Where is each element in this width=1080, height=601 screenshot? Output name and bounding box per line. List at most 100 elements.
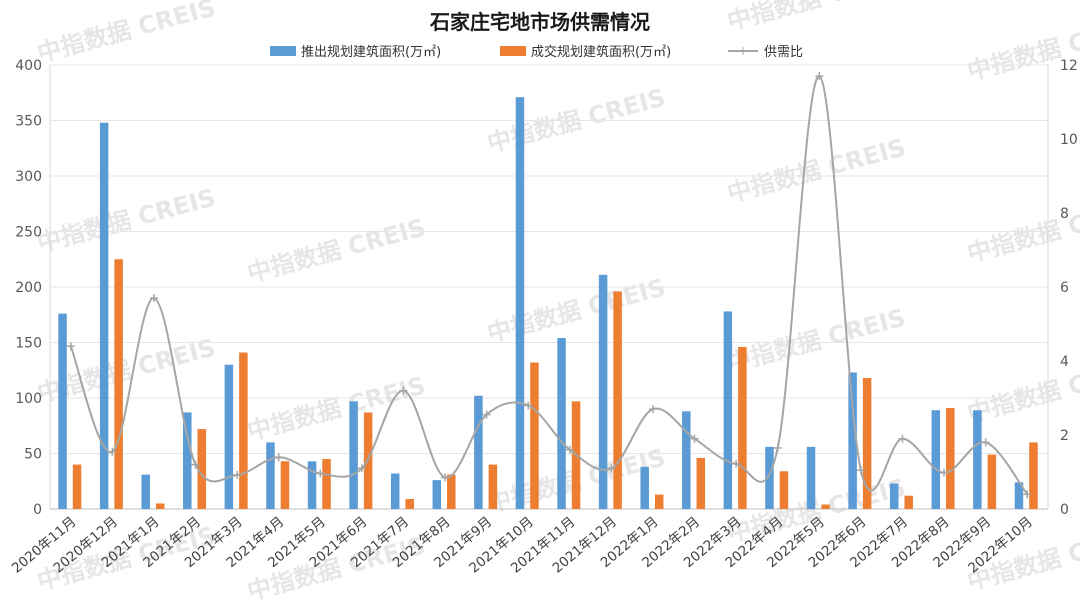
legend-label-supply: 推出规划建筑面积(万㎡): [301, 44, 441, 60]
bar-supply: [765, 446, 774, 509]
watermark-text: 中指数据 CREIS: [484, 273, 668, 347]
bar-supply: [806, 446, 816, 509]
bar-supply: [58, 313, 67, 509]
ratio-point: [399, 386, 408, 395]
left-tick-label: 400: [15, 58, 42, 74]
ratio-point: [565, 445, 574, 454]
watermark-text: 中指数据 CREIS: [34, 0, 218, 68]
bar-deal: [779, 471, 789, 509]
right-tick-label: 2: [1060, 428, 1069, 444]
right-tick-label: 8: [1060, 206, 1069, 222]
left-tick-label: 100: [15, 391, 42, 407]
left-tick-label: 300: [15, 169, 42, 185]
left-tick-label: 250: [15, 225, 42, 241]
gridlines: [49, 64, 1049, 510]
ratio-point: [233, 470, 242, 479]
watermark-text: 中指数据 CREIS: [244, 213, 428, 287]
watermark-text: 中指数据 CREIS: [724, 303, 908, 377]
ratio-point: [108, 447, 117, 456]
bar-deal: [862, 378, 872, 509]
bar-supply: [557, 338, 566, 509]
bar-deal: [363, 412, 373, 509]
ratio-point: [191, 460, 200, 469]
ratio-point: [274, 453, 283, 462]
ratio-point: [732, 459, 741, 468]
ratio-point: [981, 438, 990, 447]
legend: 推出规划建筑面积(万㎡) 成交规划建筑面积(万㎡) + 供需比: [270, 44, 803, 60]
ratio-point: [856, 466, 865, 475]
right-axis: 0 2 4 6 8 10 12: [1060, 58, 1078, 518]
bar-supply: [349, 401, 358, 509]
ratio-point: [149, 294, 158, 303]
bar-supply: [682, 411, 691, 509]
legend-label-deal: 成交规划建筑面积(万㎡): [531, 44, 671, 60]
bar-supply: [141, 474, 150, 509]
ratio-point: [482, 410, 491, 419]
bar-deal: [280, 461, 290, 509]
legend-label-ratio: 供需比: [764, 45, 803, 60]
left-axis: 0 50 100 150 200 250 300 350 400: [15, 58, 42, 518]
x-axis: 2020年11月2020年12月2021年1月2021年2月2021年3月202…: [9, 514, 1036, 577]
ratio-line: [66, 72, 1032, 499]
left-tick-label: 200: [15, 280, 42, 296]
bar-deal: [322, 459, 331, 509]
watermark-text: 中指数据 CREIS: [964, 193, 1080, 267]
bar-deal: [197, 429, 207, 509]
bar-deal: [1029, 442, 1038, 509]
bar-supply: [390, 473, 400, 509]
bar-deal: [488, 464, 498, 509]
right-tick-label: 10: [1060, 132, 1078, 148]
bar-supply: [973, 410, 982, 509]
bar-deal: [987, 454, 997, 509]
right-tick-label: 0: [1060, 502, 1069, 518]
bar-deal: [654, 494, 664, 509]
bar-supply: [889, 483, 899, 509]
ratio-point: [690, 434, 699, 443]
right-tick-label: 6: [1060, 280, 1069, 296]
watermark-text: 中指数据 CREIS: [724, 133, 908, 207]
right-tick-label: 4: [1060, 354, 1069, 370]
ratio-point: [607, 464, 616, 473]
bar-supply: [99, 122, 109, 509]
bar-deal: [613, 291, 622, 509]
bar-deal: [696, 457, 706, 509]
bar-supply: [474, 395, 483, 509]
bar-supply: [848, 372, 857, 509]
bar-deal: [447, 474, 456, 509]
ratio-point: [316, 469, 325, 478]
bar-deal: [239, 352, 248, 509]
bar-supply: [224, 364, 234, 509]
ratio-point: [898, 434, 907, 443]
bar-deal: [946, 407, 955, 509]
watermark-text: 中指数据 CREIS: [724, 0, 908, 36]
bar-supply: [307, 461, 317, 509]
ratio-point: [441, 473, 450, 482]
legend-marker-ratio: +: [738, 44, 748, 58]
bar-supply: [723, 311, 733, 509]
watermark-text: 中指数据 CREIS: [964, 11, 1080, 85]
watermarks: 中指数据 CREIS 中指数据 CREIS 中指数据 CREIS 中指数据 CREIS…: [34, 0, 1080, 601]
ratio-point: [1023, 490, 1032, 499]
ratio-point: [940, 468, 949, 477]
bar-deal: [155, 503, 165, 509]
left-tick-label: 350: [15, 114, 42, 130]
legend-swatch-supply: [270, 46, 296, 56]
ratio-point: [773, 443, 782, 452]
ratio-point: [524, 401, 533, 410]
ratio-point: [815, 72, 824, 81]
bar-supply: [640, 466, 649, 509]
ratio-point: [66, 342, 75, 351]
bar-supply: [515, 97, 525, 509]
watermark-text: 中指数据 CREIS: [244, 371, 428, 445]
bar-deal: [114, 259, 123, 509]
bar-supply: [266, 442, 275, 509]
left-tick-label: 0: [33, 502, 42, 518]
bar-supply: [598, 274, 608, 509]
bar-deal: [821, 504, 830, 509]
left-tick-label: 50: [24, 447, 42, 463]
watermark-text: 中指数据 CREIS: [34, 183, 218, 257]
bar-deal: [405, 499, 414, 509]
bar-supply: [432, 480, 442, 509]
bar-deal: [904, 495, 913, 509]
